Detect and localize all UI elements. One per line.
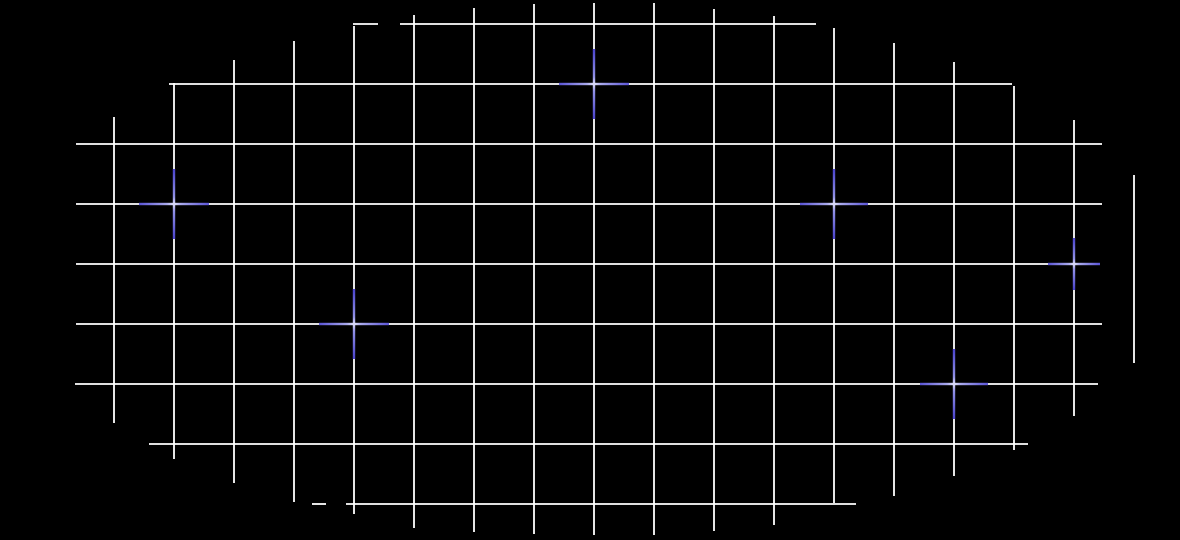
plus-marker-2 [139,169,209,239]
plus-marker-vertical-arm [832,169,836,239]
plus-marker-vertical-arm [172,169,176,239]
plus-marker-vertical-arm [1072,238,1076,290]
plus-marker-vertical-arm [952,349,956,419]
plus-marker-6 [920,349,988,419]
plus-marker-4 [1048,238,1100,290]
grid-lines-group [75,3,1135,535]
plus-markers-group [139,49,1100,419]
plus-marker-vertical-arm [352,289,356,359]
plus-marker-5 [319,289,389,359]
plus-marker-3 [800,169,868,239]
plus-marker-vertical-arm [592,49,596,119]
plus-marker-1 [559,49,629,119]
